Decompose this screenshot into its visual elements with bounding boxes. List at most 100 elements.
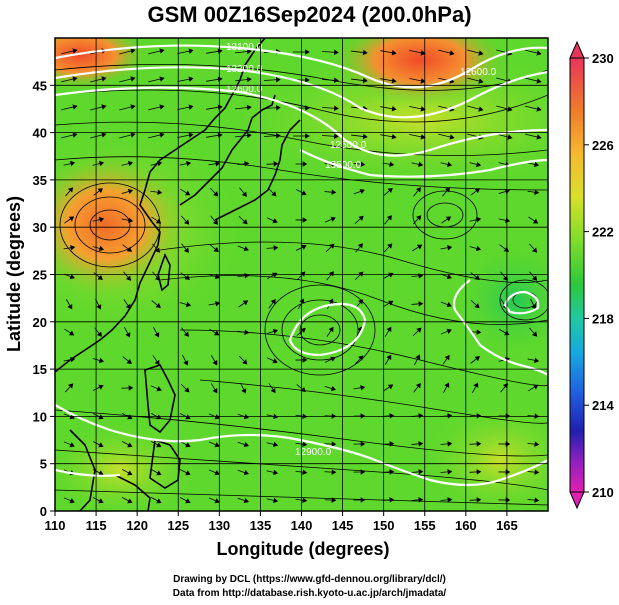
- wind-arrow-head: [478, 78, 484, 84]
- x-tick-label: 125: [167, 518, 189, 533]
- wind-arrow-head: [416, 215, 422, 221]
- wind-arrow-head: [184, 219, 190, 225]
- wind-arrow-head: [127, 442, 133, 448]
- wind-arrow-head: [534, 469, 540, 475]
- wind-arrow-head: [272, 358, 278, 364]
- wind-arrow-head: [360, 497, 366, 503]
- wind-arrow-head: [507, 106, 513, 112]
- wind-arrow-head: [154, 275, 161, 281]
- wind-arrow-head: [242, 219, 248, 225]
- wind-arrow-head: [532, 331, 538, 337]
- colorbar: 230 226 222 218 214 210: [569, 40, 614, 510]
- wind-arrow-head: [155, 218, 162, 224]
- wind-arrow-head: [360, 161, 366, 167]
- wind-arrow-head: [154, 359, 160, 366]
- wind-arrow-head: [305, 105, 310, 111]
- wind-arrow-head: [476, 441, 482, 447]
- wind-arrow-head: [533, 161, 540, 168]
- x-tick-label: 160: [455, 518, 477, 533]
- wind-arrow-head: [72, 132, 78, 138]
- wind-arrow-head: [420, 106, 426, 112]
- wind-arrow-head: [184, 274, 190, 280]
- credit-data: Data from http://database.rish.kyoto-u.a…: [172, 588, 447, 599]
- y-tick-label: 10: [33, 409, 47, 424]
- wind-arrow-head: [474, 356, 480, 362]
- wind-arrow-head: [418, 301, 424, 307]
- wind-arrow-head: [389, 497, 395, 503]
- wind-arrow-head: [449, 134, 455, 140]
- wind-arrow-head: [72, 48, 78, 54]
- wind-arrow-head: [157, 189, 163, 195]
- wind-arrow-head: [415, 187, 421, 193]
- x-tick-label: 145: [332, 518, 354, 533]
- wind-arrow-head: [188, 76, 194, 82]
- wind-arrow-head: [362, 49, 368, 56]
- wind-arrow-head: [69, 498, 75, 504]
- wind-arrow-head: [362, 133, 368, 140]
- wind-arrow-head: [125, 303, 131, 310]
- wind-arrow-head: [127, 414, 133, 420]
- wind-arrow-head: [272, 272, 278, 278]
- wind-arrow-head: [72, 76, 78, 82]
- wind-arrow-head: [328, 298, 334, 304]
- wind-arrow-head: [183, 247, 189, 253]
- wind-arrow-head: [331, 497, 337, 503]
- y-tick-label: 30: [33, 220, 47, 235]
- wind-arrow-head: [536, 134, 542, 140]
- wind-arrow-head: [302, 357, 308, 363]
- wind-arrow-head: [185, 498, 191, 504]
- wind-arrow-head: [391, 77, 397, 84]
- wind-arrow-head: [68, 383, 74, 389]
- wind-arrow-head: [212, 388, 218, 394]
- wind-arrow-head: [329, 243, 335, 249]
- wind-arrow-head: [418, 441, 424, 447]
- wind-arrow-head: [386, 326, 392, 333]
- wind-arrow-head: [96, 304, 102, 310]
- wind-arrow-head: [243, 441, 249, 448]
- y-tick-label: 35: [33, 173, 47, 188]
- wind-arrow-head: [531, 247, 538, 253]
- y-tick-label: 15: [33, 362, 47, 377]
- wind-arrow-head: [476, 216, 482, 223]
- wind-arrow-head: [244, 329, 250, 335]
- wind-arrow-head: [130, 48, 136, 54]
- wind-arrow-head: [98, 442, 104, 448]
- wind-arrow-head: [360, 385, 366, 391]
- wind-arrow-head: [476, 413, 482, 419]
- wind-arrow-head: [242, 300, 249, 306]
- wind-arrow-head: [69, 273, 75, 280]
- wind-arrow-head: [212, 219, 218, 225]
- wind-arrow-head: [70, 245, 76, 251]
- wind-arrow-head: [387, 384, 394, 390]
- wind-arrow-head: [69, 160, 76, 167]
- wind-arrow-head: [101, 132, 107, 138]
- wind-arrow-head: [246, 48, 252, 55]
- wind-arrow-head: [98, 160, 105, 167]
- wind-arrow-head: [418, 497, 424, 503]
- wind-arrow-head: [333, 133, 339, 140]
- wind-arrow-head: [333, 49, 339, 56]
- wind-arrow-head: [474, 274, 480, 280]
- wind-arrow-head: [357, 243, 363, 249]
- wind-arrow-head: [98, 470, 104, 476]
- wind-arrow-head: [418, 469, 424, 475]
- wind-arrow-head: [101, 104, 107, 110]
- wind-arrow-head: [98, 245, 105, 252]
- wind-arrow-head: [154, 332, 160, 338]
- wind-arrow-head: [130, 132, 136, 138]
- wind-arrow-head: [331, 441, 337, 447]
- wind-arrow-head: [446, 302, 452, 308]
- wind-arrow-head: [302, 469, 308, 475]
- wind-arrow-head: [155, 302, 161, 308]
- colorbar-tick-label: 214: [592, 398, 614, 413]
- wind-arrow-head: [185, 470, 191, 476]
- wind-arrow-head: [273, 245, 279, 251]
- wind-arrow-head: [214, 498, 220, 504]
- wind-arrow-head: [358, 215, 364, 221]
- wind-arrow-head: [445, 216, 452, 222]
- wind-arrow-head: [300, 386, 306, 393]
- wind-arrow-head: [270, 387, 276, 394]
- wind-arrow-head: [360, 469, 366, 475]
- wind-arrow-head: [159, 104, 165, 110]
- wind-arrow-head: [68, 330, 75, 336]
